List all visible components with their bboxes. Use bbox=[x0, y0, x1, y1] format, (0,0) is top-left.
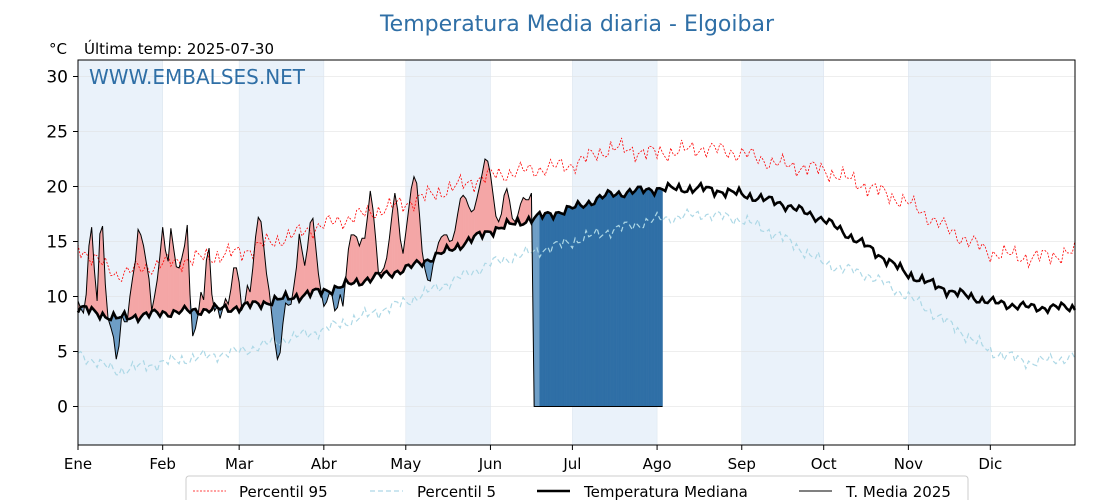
fill-segment-day-180 bbox=[566, 205, 570, 407]
fill-segment-day-192 bbox=[599, 194, 603, 407]
y-tick-label-15: 15 bbox=[46, 233, 68, 253]
fill-segment-day-173 bbox=[547, 211, 551, 407]
fill-segment-day-206 bbox=[637, 186, 641, 407]
x-tick-label-ene: Ene bbox=[64, 455, 92, 473]
fill-segment-day-177 bbox=[558, 211, 562, 407]
legend-label-current: T. Media 2025 bbox=[845, 483, 951, 500]
y-tick-label-5: 5 bbox=[57, 343, 68, 363]
x-tick-label-sep: Sep bbox=[728, 455, 756, 473]
x-tick-label-feb: Feb bbox=[149, 455, 176, 473]
fill-segment-day-74 bbox=[277, 298, 281, 360]
fill-segment-day-124 bbox=[413, 176, 417, 265]
fill-segment-day-213 bbox=[656, 188, 661, 407]
x-tick-label-dic: Dic bbox=[978, 455, 1002, 473]
legend-label-p95: Percentil 95 bbox=[239, 483, 328, 500]
fill-segment-day-204 bbox=[632, 190, 636, 407]
fill-segment-day-37 bbox=[176, 266, 180, 314]
fill-segment-day-164 bbox=[523, 197, 527, 225]
legend: Percentil 95 Percentil 5 Temperatura Med… bbox=[185, 475, 969, 500]
fill-segment-day-210 bbox=[648, 188, 652, 407]
fill-segment-day-172 bbox=[544, 211, 549, 407]
legend-label-median: Temperatura Mediana bbox=[583, 483, 748, 500]
fill-segment-day-207 bbox=[640, 186, 644, 407]
fill-segment-day-211 bbox=[651, 189, 655, 407]
fill-segment-day-129 bbox=[427, 259, 431, 282]
legend-box bbox=[185, 475, 969, 500]
fill-segment-day-58 bbox=[233, 267, 237, 310]
fill-segment-day-181 bbox=[569, 206, 573, 407]
fill-segment-day-212 bbox=[654, 188, 658, 407]
fill-segment-day-209 bbox=[645, 188, 650, 407]
fill-segment-day-105 bbox=[361, 237, 366, 286]
series-line-t-media-2025 bbox=[77, 158, 663, 407]
fill-segment-day-214 bbox=[659, 187, 663, 407]
fill-segment-day-24 bbox=[140, 234, 144, 318]
y-tick-label-0: 0 bbox=[57, 398, 68, 418]
watermark: WWW.EMBALSES.NET bbox=[89, 65, 306, 89]
x-tick-label-abr: Abr bbox=[311, 455, 338, 473]
fill-segment-day-189 bbox=[591, 203, 595, 407]
fill-segment-day-203 bbox=[629, 188, 633, 407]
month-band-sep bbox=[741, 60, 824, 445]
fill-segment-day-182 bbox=[572, 206, 576, 407]
series-lines bbox=[76, 137, 1077, 407]
fill-segment-day-9 bbox=[99, 226, 103, 320]
fill-segment-day-102 bbox=[353, 234, 357, 284]
fill-segment-day-174 bbox=[550, 213, 554, 407]
fill-segment-day-185 bbox=[580, 204, 584, 407]
chart-title: Temperatura Media diaria - Elgoibar bbox=[379, 12, 775, 37]
fill-segment-day-141 bbox=[460, 194, 464, 251]
fill-segment-day-205 bbox=[635, 186, 639, 407]
plot-frame bbox=[77, 59, 1076, 446]
fill-segment-day-193 bbox=[602, 195, 606, 407]
y-tick-label-30: 30 bbox=[46, 68, 68, 88]
fill-segment-day-67 bbox=[258, 216, 262, 310]
fill-segment-day-179 bbox=[564, 206, 568, 407]
fill-segment-day-184 bbox=[577, 200, 581, 407]
fill-segment-day-197 bbox=[613, 194, 617, 407]
fill-segment-day-123 bbox=[411, 176, 415, 269]
x-tick-label-jul: Jul bbox=[562, 455, 581, 473]
fill-segment-day-186 bbox=[583, 204, 587, 407]
fill-segment-day-170 bbox=[539, 211, 543, 407]
fill-segment-day-195 bbox=[607, 190, 611, 407]
fill-segment-day-101 bbox=[350, 234, 355, 285]
x-tick-label-nov: Nov bbox=[894, 455, 923, 473]
fill-segment-day-150 bbox=[484, 158, 488, 232]
y-tick-label-25: 25 bbox=[46, 123, 68, 143]
y-tick-label-20: 20 bbox=[46, 178, 68, 198]
fill-segment-day-171 bbox=[542, 212, 546, 407]
y-unit-label: °C bbox=[49, 40, 67, 58]
y-axis-ticks: 0 5 10 15 20 25 30 bbox=[46, 68, 78, 418]
x-tick-label-jun: Jun bbox=[478, 455, 502, 473]
x-tick-label-mar: Mar bbox=[225, 455, 254, 473]
series-line-percentil-95 bbox=[77, 137, 1076, 283]
fill-segment-day-194 bbox=[604, 190, 609, 407]
x-axis-ticks: Ene Feb Mar Abr May Jun Jul Ago Sep Oct Nov Dic bbox=[64, 445, 1002, 473]
fill-segment-day-183 bbox=[574, 201, 579, 407]
fill-segment-day-142 bbox=[462, 194, 467, 248]
fill-segment-day-86 bbox=[309, 217, 314, 297]
fill-segment-day-198 bbox=[615, 191, 620, 407]
x-tick-label-may: May bbox=[390, 455, 421, 473]
last-temp-label: Última temp: 2025-07-30 bbox=[84, 39, 274, 58]
legend-label-p5: Percentil 5 bbox=[417, 483, 496, 500]
fill-segment-day-168 bbox=[533, 214, 538, 407]
fill-segment-day-201 bbox=[624, 191, 628, 407]
fill-segment-day-196 bbox=[610, 191, 614, 407]
fill-segment-day-208 bbox=[643, 188, 647, 407]
fill-segment-day-188 bbox=[588, 200, 592, 407]
fill-segment-day-199 bbox=[618, 190, 622, 407]
month-bands bbox=[78, 60, 991, 445]
fill-segment-day-23 bbox=[137, 229, 142, 323]
fill-segment-day-169 bbox=[536, 211, 540, 407]
x-tick-label-oct: Oct bbox=[811, 455, 837, 473]
series-line-percentil-5 bbox=[77, 207, 1076, 376]
y-tick-label-10: 10 bbox=[46, 288, 68, 308]
month-band-nov bbox=[908, 60, 991, 445]
x-tick-label-ago: Ago bbox=[643, 455, 672, 473]
fill-segment-day-191 bbox=[596, 194, 600, 407]
